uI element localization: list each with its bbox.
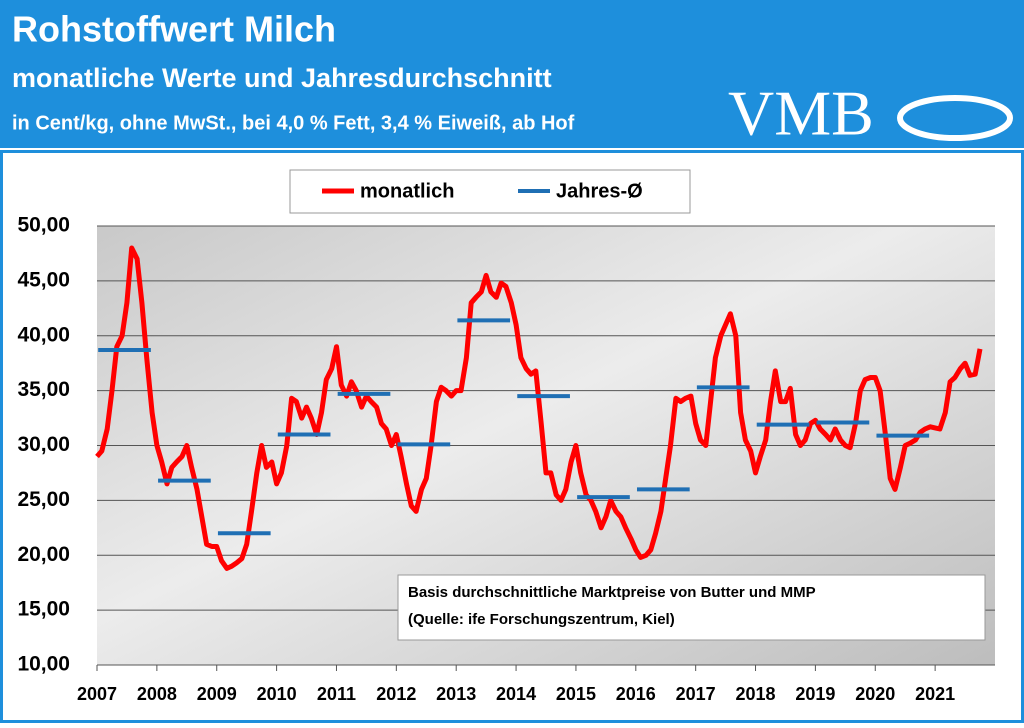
logo: VMB [728,78,874,149]
y-tick-label: 25,00 [17,488,70,511]
logo-swoosh [897,95,1013,141]
y-tick-label: 15,00 [17,598,70,621]
y-tick-label: 35,00 [17,378,70,401]
annotation: Basis durchschnittliche Marktpreise von … [408,584,816,601]
x-tick-label: 2013 [436,684,476,704]
unit-note: in Cent/kg, ohne MwSt., bei 4,0 % Fett, … [12,112,575,134]
x-tick-label: 2010 [257,684,297,704]
x-tick-label: 2014 [496,684,536,704]
subtitle: monatliche Werte und Jahresdurchschnitt [12,63,552,93]
x-tick-label: 2007 [77,684,117,704]
x-tick-label: 2009 [197,684,237,704]
x-tick-label: 2015 [556,684,596,704]
legend [289,169,691,214]
x-tick-label: 2012 [376,684,416,704]
legend-label: Jahres-Ø [556,180,643,202]
x-tick-label: 2011 [317,684,356,704]
x-tick-label: 2021 [915,684,955,704]
legend-label: monatlich [360,180,454,202]
y-tick-label: 10,00 [17,653,70,676]
annotation: (Quelle: ife Forschungszentrum, Kiel) [408,611,675,628]
header-band [0,0,1024,148]
x-tick-label: 2008 [137,684,177,704]
y-tick-label: 50,00 [17,214,70,237]
y-tick-label: 40,00 [17,323,70,346]
x-tick-label: 2017 [676,684,716,704]
x-tick-label: 2019 [795,684,835,704]
x-tick-label: 2018 [736,684,776,704]
x-tick-label: 2020 [855,684,895,704]
y-tick-label: 30,00 [17,433,70,456]
y-tick-label: 45,00 [17,268,70,291]
x-tick-label: 2016 [616,684,656,704]
annotation-box [397,574,986,641]
plot: 10,00 15,00 20,00 25,00 30,00 35,00 40,00 45,00… [17,214,995,704]
y-tick-label: 20,00 [17,543,70,566]
title: Rohstoffwert Milch [12,9,336,50]
